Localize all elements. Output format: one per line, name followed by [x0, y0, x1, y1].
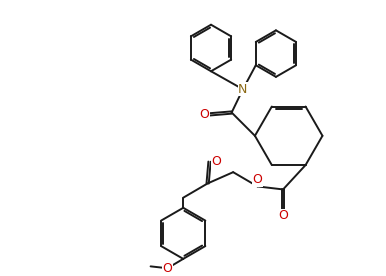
- Text: O: O: [278, 209, 288, 222]
- Text: O: O: [211, 155, 221, 168]
- Text: N: N: [238, 83, 247, 96]
- Text: O: O: [163, 262, 173, 275]
- Text: O: O: [252, 173, 262, 186]
- Text: O: O: [200, 108, 210, 121]
